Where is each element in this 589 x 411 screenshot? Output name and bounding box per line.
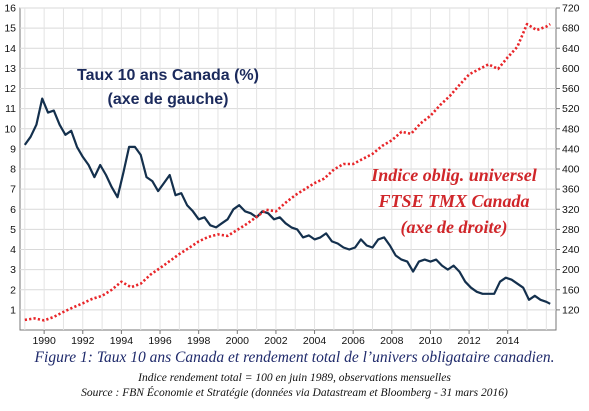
left-axis-tick-label: 5 <box>10 224 16 236</box>
right-axis-tick-label: 120 <box>562 304 580 316</box>
left-axis-tick-label: 4 <box>10 244 16 256</box>
left-axis-tick-label: 13 <box>4 63 16 75</box>
figure-note: Indice rendement total = 100 en juin 198… <box>138 372 451 384</box>
right-axis-tick-label: 280 <box>562 224 580 236</box>
right-axis-tick-label: 240 <box>562 244 580 256</box>
right-axis-tick-label: 640 <box>562 43 580 55</box>
x-axis-tick-label: 1996 <box>148 335 172 345</box>
left-axis-tick-label: 8 <box>10 164 16 176</box>
right-axis-tick-label: 200 <box>562 264 580 276</box>
figure-source: Source : FBN Économie et Stratégie (donn… <box>81 387 508 399</box>
left-axis-tick-label: 7 <box>10 184 16 196</box>
chart: 1234567891011121314151612016020024028032… <box>4 3 579 346</box>
left-series-label-line-1: Taux 10 ans Canada (%) <box>77 67 259 84</box>
left-axis-tick-label: 12 <box>4 83 16 95</box>
x-axis-tick-label: 1998 <box>187 335 211 345</box>
right-axis-tick-label: 360 <box>562 184 580 196</box>
left-axis-tick-label: 15 <box>4 23 16 35</box>
ten-year-rate-line <box>23 97 551 305</box>
x-axis-tick-label: 2014 <box>496 335 520 345</box>
left-axis-tick-label: 2 <box>10 284 16 296</box>
right-axis-tick-label: 600 <box>562 63 580 75</box>
x-axis-tick-label: 2010 <box>419 335 443 345</box>
right-axis-tick-label: 480 <box>562 123 580 135</box>
right-axis-tick-label: 520 <box>562 103 580 115</box>
left-axis-tick-label: 10 <box>4 123 16 135</box>
left-axis-tick-label: 6 <box>10 204 16 216</box>
x-axis-tick-label: 1994 <box>110 335 134 345</box>
series <box>23 22 551 322</box>
x-axis-tick-label: 2000 <box>226 335 250 345</box>
left-axis-tick-label: 11 <box>5 103 16 115</box>
left-series-label-line-2: (axe de gauche) <box>108 91 229 108</box>
left-axis-tick-label: 1 <box>10 304 16 316</box>
x-axis-tick-label: 2004 <box>303 335 327 345</box>
right-axis-tick-label: 160 <box>562 284 580 296</box>
x-axis-tick-label: 2006 <box>342 335 366 345</box>
right-series-label-line-1: Indice oblig. universel <box>370 165 537 185</box>
right-series-label-line-2: FTSE TMX Canada <box>377 191 529 211</box>
right-axis-tick-label: 560 <box>562 83 580 95</box>
right-axis-tick-label: 680 <box>562 23 580 35</box>
x-axis-tick-label: 1990 <box>32 335 56 345</box>
right-axis-tick-label: 320 <box>562 204 580 216</box>
right-axis-tick-label: 720 <box>562 3 580 15</box>
figure-caption: Figure 1: Taux 10 ans Canada et rendemen… <box>34 349 555 366</box>
left-axis-tick-label: 16 <box>4 3 16 15</box>
x-axis-tick-label: 1992 <box>71 335 95 345</box>
grid <box>20 7 556 330</box>
right-series-label-line-3: (axe de droite) <box>401 217 508 238</box>
x-axis-tick-label: 2012 <box>457 335 481 345</box>
left-axis-tick-label: 14 <box>4 43 16 55</box>
x-axis-tick-label: 2002 <box>264 335 288 345</box>
bond-index-line <box>24 22 551 322</box>
left-axis-tick-label: 3 <box>10 264 16 276</box>
left-axis-tick-label: 9 <box>10 143 16 155</box>
x-axis-tick-label: 2008 <box>380 335 404 345</box>
right-axis-tick-label: 440 <box>562 143 580 155</box>
axis-ticks: 1234567891011121314151612016020024028032… <box>4 3 579 346</box>
right-axis-tick-label: 400 <box>562 164 580 176</box>
